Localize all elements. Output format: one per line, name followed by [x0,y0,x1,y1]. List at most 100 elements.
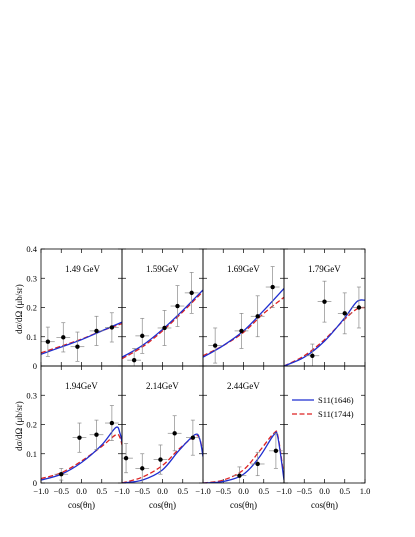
y-tick-label: 0.3 [26,390,37,400]
data-point [94,328,99,334]
x-tick-label: −0.5 [297,486,312,496]
curve-solid [41,426,122,481]
data-point [270,284,275,290]
y-tick-label: 0.1 [26,449,37,459]
x-tick-label: 1.0 [360,486,371,496]
panel-energy-label: 1.49 GeV [65,264,100,274]
data-point [255,461,260,467]
x-tick-label: −1.0 [276,486,291,496]
data-point [77,435,82,440]
data-point [109,325,115,330]
x-tick-label: 0.5 [258,486,269,496]
y-axis-label-bottom: dσ/dΩ (μb/sr) [14,401,24,451]
x-tick-label: 0.0 [319,486,330,496]
x-axis-label: cos(θη) [149,500,176,510]
panel-energy-label: 2.44GeV [227,381,260,391]
x-axis-label: cos(θη) [230,500,257,510]
data-point [75,344,80,349]
y-tick-label: 0 [33,361,37,371]
data-point [190,435,196,440]
panel-energy-label: 1.69GeV [227,264,260,274]
panel-energy-label: 1.94GeV [65,381,98,391]
panel-plot-area [122,415,203,483]
curve-solid [284,299,365,366]
x-axis-label: cos(θη) [311,500,338,510]
panel-frame [283,365,366,484]
data-point [123,455,129,461]
curve-solid [122,433,203,483]
legend-label: S11(1744) [318,409,354,419]
x-tick-label: 0.5 [339,486,350,496]
panel-8: −1.0 −0.5 0.0 0.5 1.0 cos(θη) [276,365,371,510]
curve-dashed [122,290,203,360]
x-axis-label: cos(θη) [68,500,95,510]
panel-energy-label: 1.59GeV [146,264,179,274]
panel-energy-label: 2.14GeV [146,381,179,391]
panel-2: 1.59GeV [121,248,204,367]
x-tick-label: 0.5 [177,486,188,496]
x-tick-label: 0.5 [96,486,107,496]
data-point [175,303,180,309]
x-tick-label: −1.0 [195,486,210,496]
y-tick-label: 0.3 [26,273,37,283]
y-axis-label-top: dσ/dΩ (μb/sr) [14,284,24,334]
panel-plot-area [41,405,122,481]
curve-solid [122,289,203,358]
data-point [140,466,145,471]
data-point [255,314,260,319]
panel-plot-area [284,280,365,366]
x-tick-label: −1.0 [33,486,48,496]
data-point [237,473,242,478]
data-point [356,305,362,310]
curve-dashed [41,433,122,480]
legend: S11(1646) S11(1744) [292,395,354,419]
x-tick-label: 0.0 [238,486,249,496]
y-tick-label: 0.4 [26,244,37,254]
data-point [61,335,66,340]
data-point [189,290,194,296]
data-point [172,431,177,436]
panel-plot-area [41,312,122,362]
x-tick-label: 0.0 [157,486,168,496]
panel-plot-area [203,266,284,364]
data-point [94,432,99,437]
x-tick-label: −0.5 [135,486,150,496]
curve-dashed [203,430,284,483]
x-tick-label: −0.5 [216,486,231,496]
panel-3: 1.69GeV [202,248,285,367]
panel-energy-label: 1.79GeV [308,264,341,274]
data-point [59,472,64,477]
data-point [273,448,279,454]
axis-labels: dσ/dΩ (μb/sr) dσ/dΩ (μb/sr) [14,284,24,451]
legend-label: S11(1646) [318,395,354,405]
panel-plot-area [122,272,203,366]
panel-4: 1.79GeV [283,248,366,367]
data-point [158,457,163,462]
y-tick-label: 0.2 [26,303,37,313]
panels-layer: 1.49 GeV 0 0.1 0.2 0.3 0.4 1.59GeV 1.69GeV 1.79G… [26,244,370,510]
data-point [140,333,145,339]
x-tick-label: −1.0 [114,486,129,496]
data-point [342,311,347,316]
curve-solid [41,321,122,355]
panel-plot-area [203,430,284,483]
y-tick-label: 0.1 [26,332,37,342]
data-point [310,353,315,358]
data-point [131,357,137,363]
data-point [239,328,244,334]
curve-solid [203,431,284,483]
data-point [212,343,218,348]
data-point [162,325,167,331]
data-point [109,420,115,426]
y-tick-label: 0.2 [26,420,37,430]
panel-1: 1.49 GeV 0 0.1 0.2 0.3 0.4 [26,244,123,371]
data-point [45,339,51,344]
data-point [322,299,327,304]
x-tick-label: −0.5 [54,486,69,496]
y-tick-label: 0 [33,478,37,488]
x-tick-label: 0.0 [76,486,87,496]
